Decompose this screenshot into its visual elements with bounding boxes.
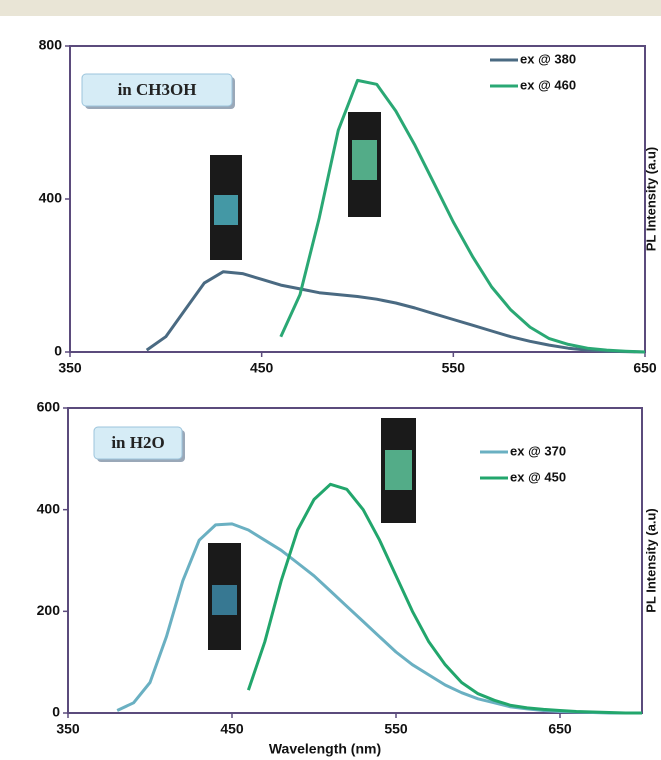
legend-label: ex @ 460 [520,77,576,92]
legend-label: ex @ 370 [510,443,566,458]
x-tick-label: 350 [58,360,82,376]
y-tick-label: 0 [54,343,62,359]
y-axis-label: PL Intensity (a.u) [643,147,658,252]
x-tick-label: 550 [442,360,466,376]
x-tick-label: 650 [633,360,657,376]
annotation: in CH3OH [118,80,197,99]
x-tick-label: 550 [384,721,408,737]
x-tick-label: 650 [548,721,572,737]
header-bar [0,0,661,16]
y-tick-label: 800 [39,37,63,53]
x-tick-label: 350 [56,721,80,737]
y-axis-label: PL Intensity (a.u) [643,508,658,613]
series-line [246,482,642,715]
legend-label: ex @ 380 [520,51,576,66]
x-tick-label: 450 [220,721,244,737]
annotation: in H2O [111,433,164,452]
plot-frame [67,407,643,714]
annotation-box [81,73,233,107]
annotation-box [93,426,183,460]
x-axis-label: Wavelength (nm) [269,741,381,757]
series-line [145,270,646,354]
x-tick-label: 450 [250,360,274,376]
series-line [116,522,642,715]
y-tick-label: 400 [39,190,63,206]
vials [208,112,416,650]
legend-label: ex @ 450 [510,469,566,484]
y-tick-label: 600 [37,399,61,415]
y-tick-label: 200 [37,602,61,618]
y-tick-label: 400 [37,500,61,516]
y-tick-label: 0 [52,704,60,720]
series-line [279,78,646,354]
